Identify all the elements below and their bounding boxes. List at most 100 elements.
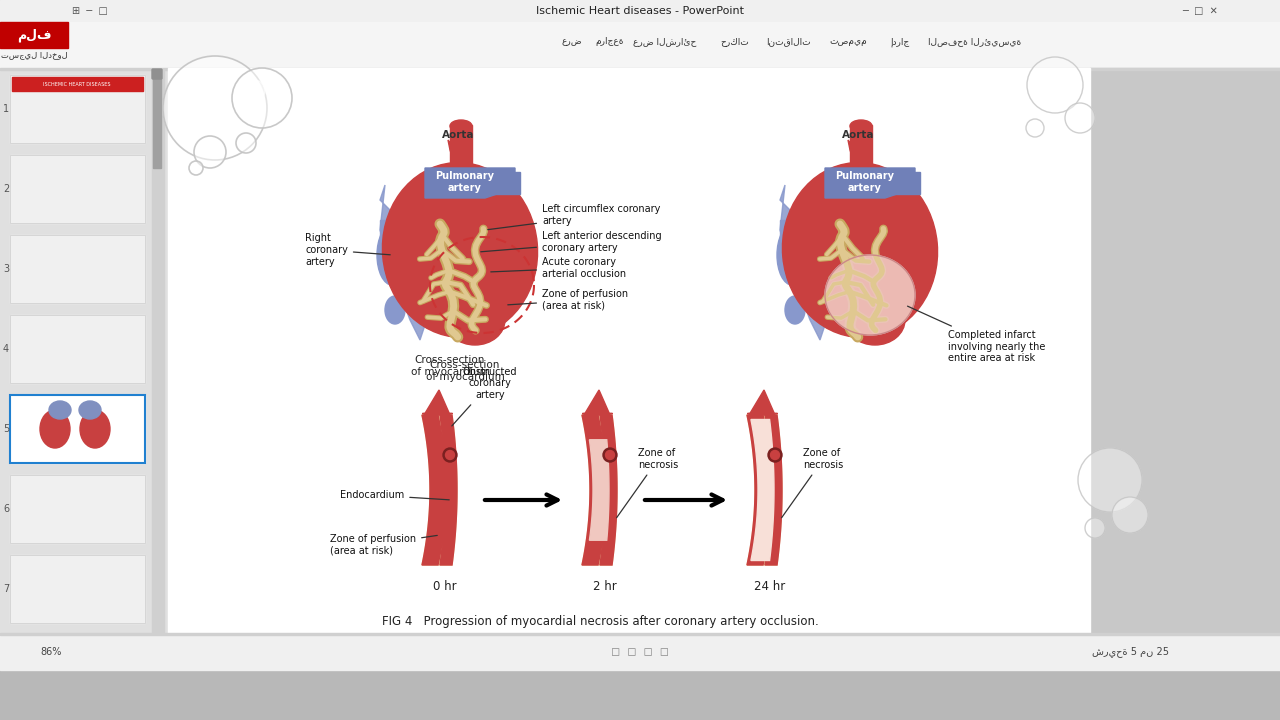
Ellipse shape: [378, 225, 407, 285]
Text: Aorta: Aorta: [842, 130, 874, 140]
Bar: [10, 555, 145, 623]
Text: ملف: ملف: [17, 28, 51, 42]
Text: Right
coronary
artery: Right coronary artery: [305, 233, 390, 266]
Bar: [0, 22, 1280, 68]
Bar: [10, 555, 145, 623]
Bar: [10, 75, 145, 143]
Bar: [480, 172, 520, 194]
Text: Zone of
necrosis: Zone of necrosis: [617, 449, 678, 518]
Polygon shape: [422, 415, 457, 565]
Text: Pulmonary
artery: Pulmonary artery: [435, 171, 494, 193]
Circle shape: [201, 143, 211, 153]
Bar: [152, 70, 164, 633]
Bar: [881, 172, 920, 194]
Text: مراجعة: مراجعة: [595, 37, 625, 47]
Polygon shape: [440, 415, 457, 565]
Circle shape: [1027, 119, 1044, 137]
Text: 24 hr: 24 hr: [754, 580, 786, 593]
Text: Zone of
necrosis: Zone of necrosis: [782, 449, 844, 518]
Ellipse shape: [79, 401, 101, 419]
Bar: [451, 125, 472, 170]
Text: الصفحة الرئيسية: الصفحة الرئيسية: [928, 37, 1021, 47]
Polygon shape: [380, 185, 430, 340]
Text: Completed infarct
involving nearly the
entire area at risk: Completed infarct involving nearly the e…: [908, 306, 1046, 363]
Bar: [850, 125, 872, 170]
Text: 2: 2: [3, 184, 9, 194]
Text: FIG 4   Progression of myocardial necrosis after coronary artery occlusion.: FIG 4 Progression of myocardial necrosis…: [381, 616, 818, 629]
Polygon shape: [424, 390, 451, 415]
Circle shape: [1065, 103, 1094, 133]
Ellipse shape: [49, 401, 70, 419]
Bar: [10, 315, 145, 383]
Bar: [0, 635, 1280, 670]
Polygon shape: [765, 415, 782, 565]
Text: 4: 4: [3, 344, 9, 354]
Bar: [0, 70, 168, 633]
Circle shape: [603, 448, 617, 462]
Text: ⊞  ─  □: ⊞ ─ □: [72, 6, 108, 16]
Bar: [10, 315, 145, 383]
Ellipse shape: [383, 163, 538, 338]
Text: Left anterior descending
coronary artery: Left anterior descending coronary artery: [481, 231, 662, 253]
Ellipse shape: [385, 296, 404, 324]
Polygon shape: [748, 415, 782, 565]
Text: ◻  ◻  ◻  ◻: ◻ ◻ ◻ ◻: [611, 647, 669, 657]
Ellipse shape: [850, 120, 872, 132]
Text: Zone of perfusion
(area at risk): Zone of perfusion (area at risk): [330, 534, 438, 556]
Bar: [10, 155, 145, 223]
Circle shape: [443, 448, 457, 462]
Polygon shape: [582, 415, 617, 565]
Bar: [380, 220, 399, 250]
Polygon shape: [584, 390, 611, 415]
Text: Obstructed
coronary
artery: Obstructed coronary artery: [452, 366, 517, 426]
Bar: [0, 68, 1280, 70]
Circle shape: [236, 133, 256, 153]
Ellipse shape: [79, 410, 110, 448]
Circle shape: [605, 451, 614, 459]
Polygon shape: [600, 415, 617, 565]
Bar: [0, 633, 1280, 635]
Polygon shape: [425, 168, 515, 198]
Circle shape: [768, 448, 782, 462]
Polygon shape: [826, 168, 915, 198]
Polygon shape: [448, 140, 472, 165]
Circle shape: [445, 451, 454, 459]
Text: Cross-section
of myocardium: Cross-section of myocardium: [426, 360, 504, 382]
Bar: [10, 475, 145, 543]
Circle shape: [192, 163, 197, 168]
Circle shape: [1085, 518, 1105, 538]
Bar: [10, 395, 145, 463]
Bar: [1091, 68, 1280, 633]
Text: 7: 7: [3, 584, 9, 594]
Text: Endocardium: Endocardium: [340, 490, 449, 500]
Ellipse shape: [785, 296, 805, 324]
Bar: [10, 235, 145, 303]
Text: 3: 3: [3, 264, 9, 274]
Ellipse shape: [845, 295, 905, 345]
Bar: [10, 75, 145, 143]
Text: ─  □  ✕: ─ □ ✕: [1183, 6, 1217, 16]
Circle shape: [163, 56, 268, 160]
Text: Cross-section
of myocardium: Cross-section of myocardium: [411, 355, 489, 377]
Bar: [168, 68, 1091, 633]
Text: انتقالات: انتقالات: [765, 37, 810, 47]
Bar: [10, 475, 145, 543]
Bar: [780, 220, 800, 250]
Text: Aorta: Aorta: [442, 130, 475, 140]
Polygon shape: [849, 140, 872, 165]
Ellipse shape: [40, 410, 70, 448]
Circle shape: [189, 161, 204, 175]
Circle shape: [241, 137, 247, 144]
Ellipse shape: [826, 255, 915, 335]
Circle shape: [195, 136, 227, 168]
Text: Pulmonary
artery: Pulmonary artery: [836, 171, 895, 193]
Ellipse shape: [445, 295, 506, 345]
Polygon shape: [749, 390, 774, 415]
Bar: [0, 0, 1280, 22]
FancyBboxPatch shape: [152, 69, 163, 79]
Text: 5: 5: [3, 424, 9, 434]
Circle shape: [1112, 497, 1148, 533]
Text: Ischemic Heart diseases - PowerPoint: Ischemic Heart diseases - PowerPoint: [536, 6, 744, 16]
Polygon shape: [589, 440, 609, 540]
Polygon shape: [780, 185, 829, 340]
